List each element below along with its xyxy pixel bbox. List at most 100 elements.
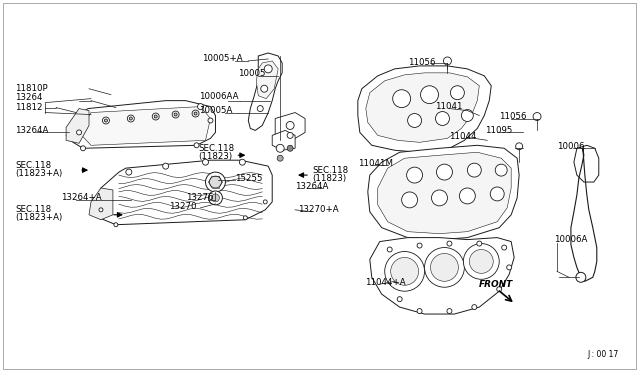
Circle shape [198, 104, 204, 110]
Text: 11810P: 11810P [15, 84, 48, 93]
Polygon shape [275, 113, 305, 138]
Circle shape [576, 272, 586, 282]
Polygon shape [272, 131, 295, 150]
Text: 15255: 15255 [236, 174, 263, 183]
Text: 11056: 11056 [499, 112, 527, 121]
Text: 13264: 13264 [15, 93, 43, 102]
Circle shape [502, 245, 507, 250]
Circle shape [467, 163, 481, 177]
Circle shape [154, 115, 157, 118]
Polygon shape [89, 188, 113, 220]
Circle shape [472, 305, 477, 310]
Circle shape [287, 145, 293, 151]
Circle shape [417, 309, 422, 314]
Circle shape [202, 159, 209, 165]
Text: FRONT: FRONT [479, 280, 513, 289]
Circle shape [397, 296, 402, 302]
Circle shape [406, 167, 422, 183]
Circle shape [385, 251, 424, 291]
Circle shape [208, 118, 213, 123]
Text: 13264+A: 13264+A [61, 193, 102, 202]
Text: 11041: 11041 [435, 102, 463, 111]
Circle shape [277, 155, 283, 161]
Circle shape [417, 243, 422, 248]
Circle shape [104, 119, 108, 122]
Circle shape [257, 106, 263, 112]
Circle shape [497, 287, 502, 292]
Text: SEC.118: SEC.118 [15, 205, 51, 214]
Polygon shape [368, 145, 519, 240]
Circle shape [516, 143, 523, 150]
Circle shape [264, 65, 272, 73]
Circle shape [192, 110, 199, 117]
Circle shape [447, 241, 452, 246]
Circle shape [460, 188, 476, 204]
Text: 13264A: 13264A [295, 182, 328, 190]
Circle shape [507, 265, 511, 270]
Circle shape [99, 208, 103, 212]
Circle shape [276, 144, 284, 152]
Text: (11823+A): (11823+A) [15, 213, 63, 222]
Text: 13264A: 13264A [15, 126, 49, 135]
Circle shape [431, 190, 447, 206]
Circle shape [393, 90, 411, 108]
Polygon shape [366, 73, 479, 142]
Circle shape [194, 112, 197, 115]
Circle shape [495, 164, 507, 176]
Circle shape [205, 172, 225, 192]
Polygon shape [358, 66, 492, 152]
Circle shape [436, 164, 452, 180]
Circle shape [490, 187, 504, 201]
Circle shape [390, 257, 419, 285]
Circle shape [461, 110, 474, 122]
Circle shape [408, 113, 422, 128]
Text: (11823): (11823) [198, 152, 233, 161]
Circle shape [463, 244, 499, 279]
Text: 13270: 13270 [169, 202, 196, 211]
Circle shape [81, 146, 86, 151]
Circle shape [477, 241, 482, 246]
Circle shape [402, 192, 417, 208]
Text: 10006: 10006 [557, 142, 584, 151]
Text: 11044+A: 11044+A [365, 278, 405, 287]
Text: 10005: 10005 [238, 69, 266, 78]
Circle shape [211, 194, 220, 202]
Text: J : 00 17: J : 00 17 [588, 350, 619, 359]
Polygon shape [256, 61, 278, 99]
Circle shape [451, 86, 465, 100]
Circle shape [126, 169, 132, 175]
Text: (11823+A): (11823+A) [15, 169, 63, 177]
Polygon shape [370, 238, 514, 314]
Circle shape [260, 85, 268, 92]
Text: SEC.118: SEC.118 [312, 166, 348, 174]
Circle shape [209, 191, 223, 205]
Polygon shape [378, 152, 511, 234]
Polygon shape [248, 53, 282, 131]
Text: 11044: 11044 [449, 132, 477, 141]
Text: 11812: 11812 [15, 103, 43, 112]
Polygon shape [79, 107, 211, 145]
Text: 11095: 11095 [485, 126, 513, 135]
Text: 10005+A: 10005+A [202, 54, 243, 64]
Circle shape [152, 113, 159, 120]
Circle shape [444, 57, 451, 65]
Circle shape [431, 253, 458, 281]
Circle shape [127, 115, 134, 122]
Circle shape [77, 130, 81, 135]
Circle shape [194, 143, 199, 148]
Circle shape [287, 132, 293, 138]
Text: 10005A: 10005A [198, 106, 232, 115]
Text: (11823): (11823) [312, 174, 346, 183]
Circle shape [420, 86, 438, 104]
Text: SEC.118: SEC.118 [15, 161, 51, 170]
Text: 11056: 11056 [408, 58, 435, 67]
Polygon shape [66, 109, 89, 143]
Circle shape [239, 159, 245, 165]
Circle shape [263, 200, 268, 204]
Polygon shape [93, 160, 272, 225]
Text: 10006A: 10006A [554, 235, 588, 244]
Text: SEC.118: SEC.118 [198, 144, 235, 153]
Polygon shape [574, 145, 599, 182]
Circle shape [209, 176, 221, 188]
Circle shape [114, 223, 118, 227]
